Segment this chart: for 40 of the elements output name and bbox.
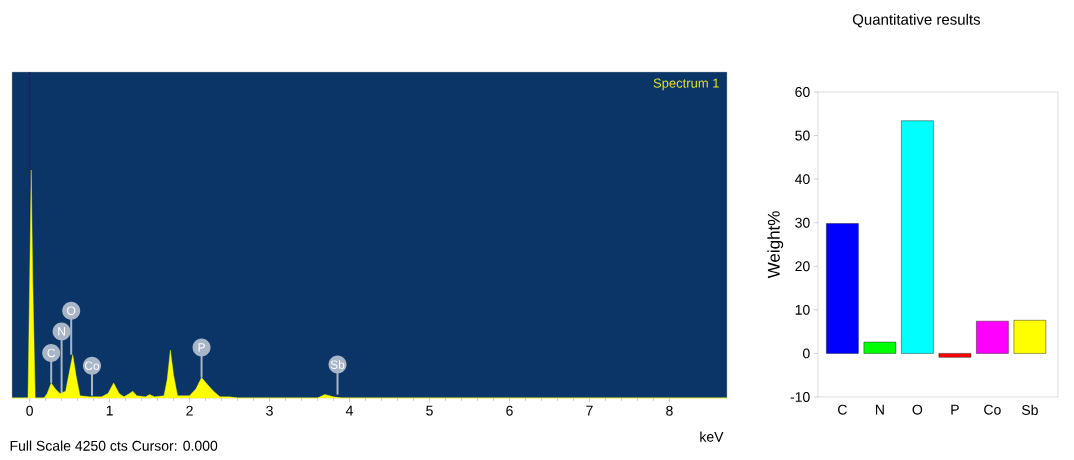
bar xyxy=(1013,320,1047,354)
y-tick-label: 0 xyxy=(803,348,810,359)
y-tick-label: 60 xyxy=(795,87,810,97)
y-tick-label: 40 xyxy=(795,174,810,185)
annotation: Sb xyxy=(330,360,345,369)
y-axis-title: Weight% xyxy=(767,211,784,279)
x-tick-label: 2 xyxy=(186,405,193,416)
x-tick-label: 0 xyxy=(26,405,33,416)
chart-title: Quantitative results xyxy=(852,13,981,28)
annotation: P xyxy=(198,343,205,352)
y-tick-label: 10 xyxy=(795,304,810,315)
x-tick-label: 5 xyxy=(426,405,433,416)
x-tick-label: C xyxy=(838,404,847,415)
x-tick-label: 1 xyxy=(106,405,113,416)
x-tick-label: Sb xyxy=(1021,404,1038,416)
annotation: O xyxy=(67,306,76,315)
x-tick-label: O xyxy=(912,404,923,415)
x-tick-label: P xyxy=(951,404,959,415)
x-tick-label: Co xyxy=(984,404,1001,415)
bar xyxy=(976,320,1009,354)
annotation: Co xyxy=(84,361,100,370)
y-tick-label: 50 xyxy=(795,130,810,141)
x-tick-label: 4 xyxy=(345,405,353,416)
x-axis-title: keV xyxy=(700,431,724,442)
y-tick-label: 30 xyxy=(795,217,810,228)
bar xyxy=(901,120,934,354)
x-tick-label: N xyxy=(875,404,884,415)
x-tick-label: 3 xyxy=(266,405,273,416)
y-tick-label: 20 xyxy=(795,261,810,272)
annotation: N xyxy=(58,327,65,336)
x-tick-label: 7 xyxy=(586,405,593,416)
bar xyxy=(826,223,859,354)
x-tick-label: 6 xyxy=(506,405,513,416)
bar xyxy=(938,353,972,358)
text: Full Scale 4250 cts Cursor: 0.000 xyxy=(10,440,218,451)
y-tick-label: -10 xyxy=(790,392,810,402)
bar xyxy=(863,341,897,354)
x-tick-label: 8 xyxy=(666,405,673,416)
annotation: C xyxy=(47,348,56,358)
text: Spectrum 1 xyxy=(653,78,719,91)
